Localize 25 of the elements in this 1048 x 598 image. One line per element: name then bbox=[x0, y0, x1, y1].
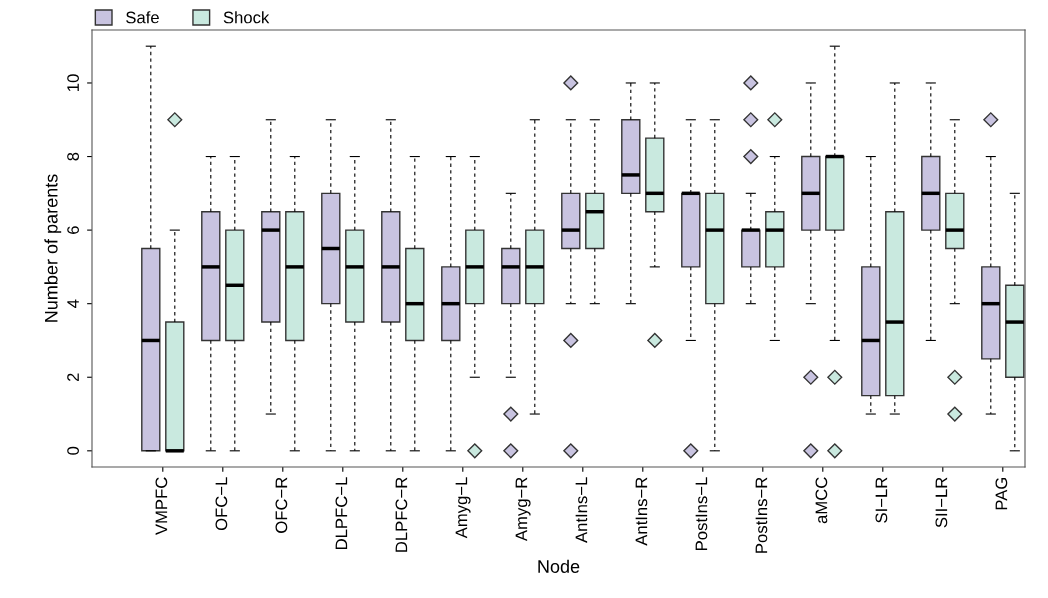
y-tick-label: 6 bbox=[67, 226, 79, 234]
x-tick-label: PAG bbox=[995, 477, 1008, 510]
x-tick-label: Amyg−R bbox=[515, 477, 531, 542]
x-tick-label: AntIns−L bbox=[575, 477, 588, 543]
y-tick-label: 0 bbox=[67, 446, 79, 455]
y-axis-title: Number of parents bbox=[44, 174, 62, 322]
x-tick-label: Amyg−L bbox=[455, 477, 471, 539]
x-tick-label: SII−LR bbox=[935, 477, 948, 528]
x-tick-label: DLPFC−R bbox=[395, 477, 408, 552]
legend-label: Shock bbox=[223, 11, 270, 24]
x-tick-label: SI−LR bbox=[875, 477, 888, 523]
y-tick-label: 8 bbox=[67, 152, 79, 161]
y-tick-label: 4 bbox=[67, 299, 79, 308]
x-tick-label: OFC−L bbox=[215, 477, 228, 531]
x-tick-label: OFC−R bbox=[275, 477, 288, 533]
y-tick-label: 10 bbox=[67, 74, 79, 91]
x-axis-title: Node bbox=[538, 559, 580, 573]
x-tick-label: VMPFC bbox=[155, 477, 168, 535]
x-tick-label: aMCC bbox=[815, 477, 828, 524]
x-tick-label: AntIns−R bbox=[635, 477, 648, 546]
legend-label: Safe bbox=[126, 11, 159, 24]
x-tick-label: DLPFC−L bbox=[335, 477, 348, 549]
x-tick-label: PostIns−L bbox=[695, 477, 708, 550]
y-tick-label: 2 bbox=[67, 373, 79, 382]
x-tick-label: PostIns−R bbox=[755, 477, 768, 553]
